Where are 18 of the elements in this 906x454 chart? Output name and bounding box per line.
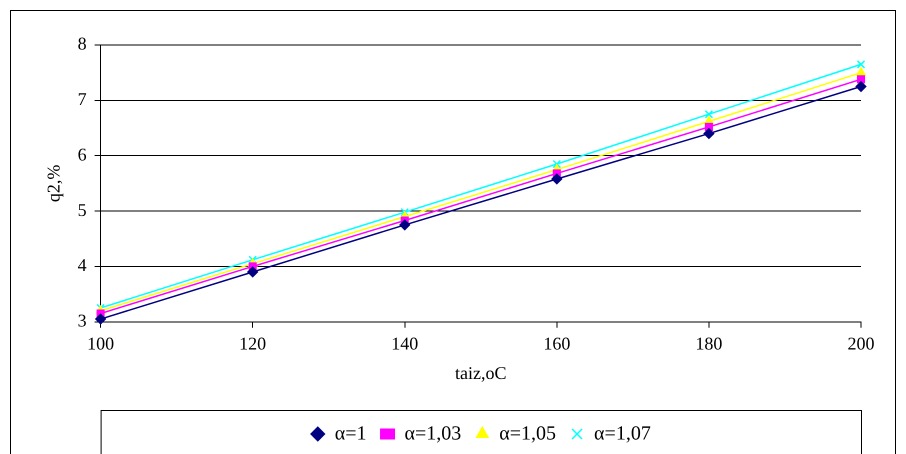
x-tick-label: 100 — [87, 333, 114, 354]
y-tick-label: 4 — [78, 255, 87, 276]
x-tick-label: 140 — [391, 333, 418, 354]
x-tick-label: 180 — [695, 333, 722, 354]
x-tick-label: 200 — [848, 333, 874, 354]
y-axis-title: q2,% — [44, 164, 64, 202]
legend-label: α=1,05 — [499, 422, 556, 444]
x-axis-title: taiz,oC — [455, 362, 507, 383]
legend-label: α=1 — [334, 422, 367, 444]
legend-label: α=1,03 — [404, 422, 462, 444]
y-tick-label: 7 — [78, 89, 87, 110]
legend-label: α=1,07 — [594, 422, 651, 444]
y-tick-label: 3 — [78, 310, 87, 331]
y-tick-label: 5 — [78, 200, 87, 220]
y-tick-label: 6 — [78, 144, 87, 164]
x-tick-label: 120 — [239, 333, 266, 354]
x-tick-label: 160 — [543, 333, 570, 354]
y-tick-label: 8 — [78, 34, 87, 54]
